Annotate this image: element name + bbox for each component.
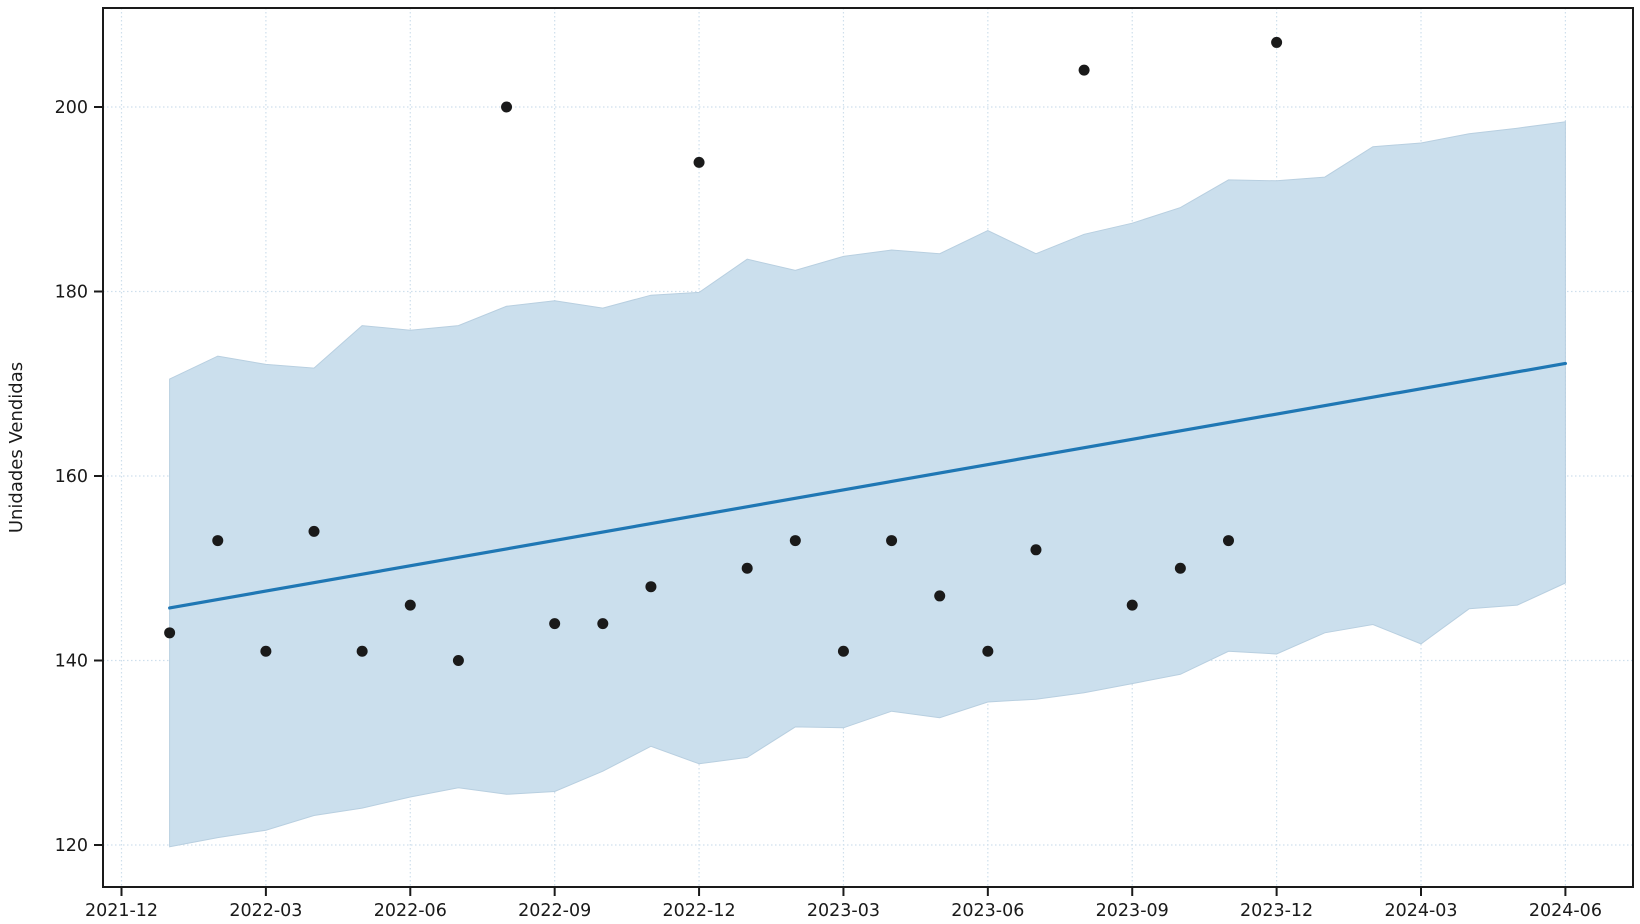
- y-tick-label: 140: [55, 652, 88, 672]
- y-axis-label: Unidades Vendidas: [6, 362, 27, 533]
- data-point: [1078, 64, 1090, 76]
- data-point: [693, 156, 705, 168]
- data-point: [741, 562, 753, 574]
- data-point: [645, 581, 657, 593]
- x-tick-label: 2023-03: [807, 901, 880, 921]
- axis-tick-labels: 2021-12 2022-03 2022-06 2022-09 2022-12 2023-…: [55, 98, 1602, 921]
- x-tick-label: 2023-12: [1240, 901, 1313, 921]
- y-tick-label: 200: [55, 98, 88, 118]
- data-point: [789, 535, 801, 547]
- data-point: [886, 535, 898, 547]
- data-point: [452, 655, 464, 666]
- x-tick-label: 2024-03: [1384, 901, 1457, 921]
- data-point: [934, 590, 946, 602]
- axis-ticks: [94, 106, 1567, 896]
- data-point: [549, 618, 561, 630]
- data-point: [501, 101, 513, 113]
- x-tick-label: 2022-09: [518, 901, 591, 921]
- x-tick-label: 2023-06: [951, 901, 1024, 921]
- trend-line: [168, 361, 1568, 610]
- data-point: [1222, 535, 1234, 547]
- x-tick-label: 2021-12: [85, 901, 158, 921]
- scatter-points: [164, 36, 1283, 666]
- y-tick-label: 120: [55, 836, 88, 856]
- data-point: [308, 525, 320, 537]
- y-tick-label: 160: [55, 467, 88, 487]
- axis-spines: [102, 7, 1634, 888]
- data-point: [404, 599, 416, 611]
- data-point: [260, 645, 272, 657]
- data-point: [1126, 599, 1138, 611]
- data-point: [1174, 562, 1186, 574]
- data-point: [1030, 544, 1042, 556]
- x-tick-label: 2022-12: [662, 901, 735, 921]
- x-tick-label: 2022-03: [229, 901, 302, 921]
- x-tick-label: 2022-06: [374, 901, 447, 921]
- y-tick-label: 180: [55, 283, 88, 303]
- data-point: [1271, 36, 1283, 48]
- data-point: [212, 535, 224, 547]
- data-point: [356, 645, 368, 657]
- data-point: [164, 627, 176, 639]
- x-tick-label: 2023-09: [1096, 901, 1169, 921]
- data-point: [597, 618, 609, 630]
- x-tick-label: 2024-06: [1529, 901, 1602, 921]
- data-point: [837, 645, 849, 657]
- data-point: [982, 645, 994, 657]
